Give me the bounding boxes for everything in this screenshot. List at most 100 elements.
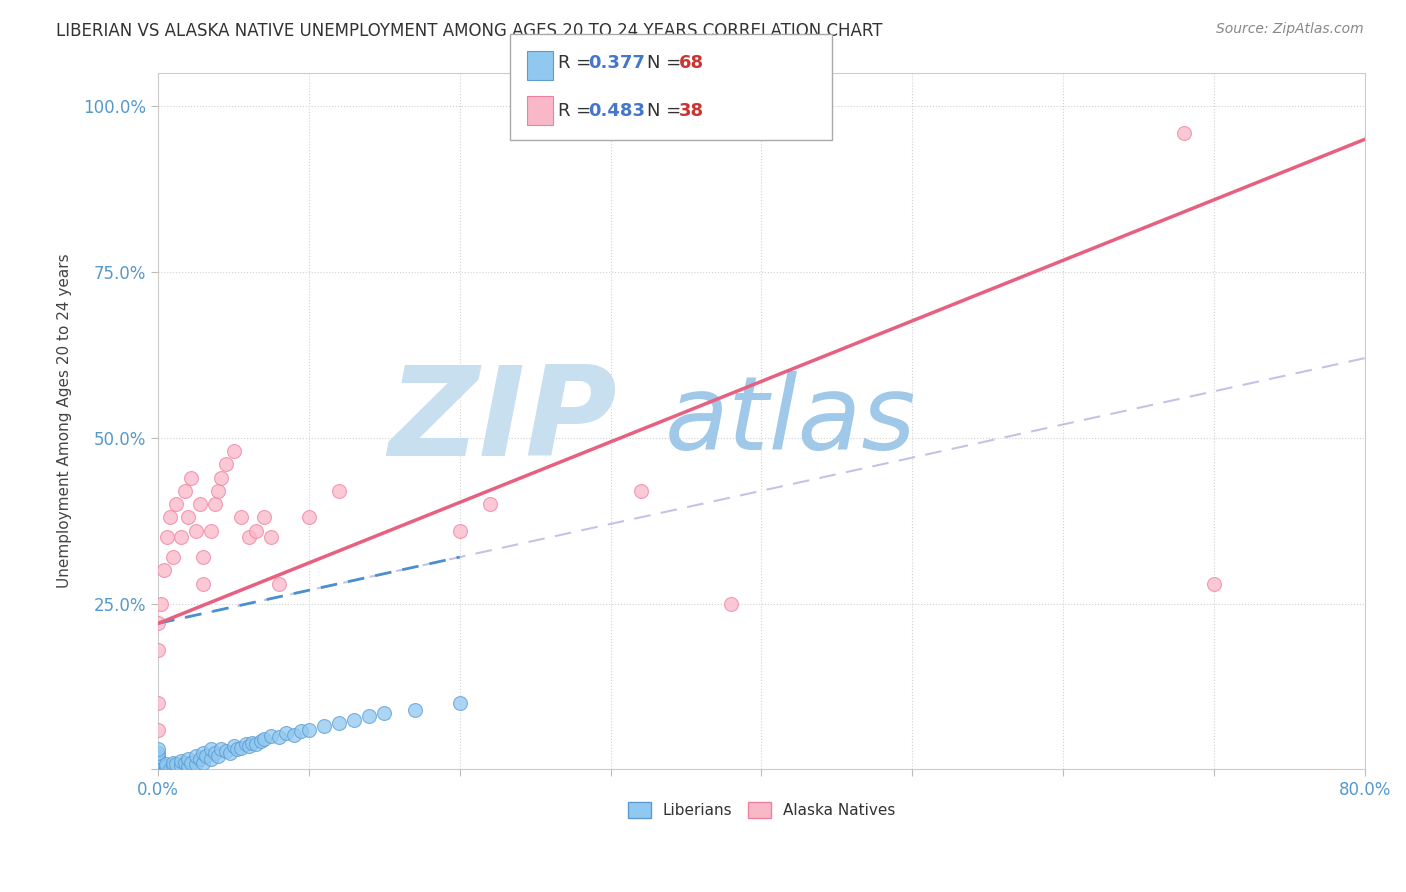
Point xyxy=(146,756,169,771)
Point xyxy=(146,762,169,776)
Point xyxy=(146,749,169,764)
Point xyxy=(146,761,169,775)
Point xyxy=(184,749,207,764)
Point xyxy=(162,550,184,565)
Point xyxy=(290,723,312,738)
Text: 38: 38 xyxy=(679,102,704,120)
Point xyxy=(177,759,200,773)
Point xyxy=(170,530,193,544)
Point xyxy=(630,483,652,498)
Point xyxy=(204,746,226,760)
Point xyxy=(328,483,350,498)
Point xyxy=(200,752,222,766)
Text: ZIP: ZIP xyxy=(388,360,617,482)
Point xyxy=(180,756,202,770)
Point xyxy=(184,756,207,771)
Point xyxy=(155,756,177,771)
Point xyxy=(146,746,169,760)
Point xyxy=(373,706,395,720)
Point xyxy=(146,762,169,776)
Point xyxy=(146,742,169,756)
Point xyxy=(200,524,222,538)
Point xyxy=(174,483,197,498)
Point xyxy=(283,728,305,742)
Point xyxy=(204,497,226,511)
Point xyxy=(195,749,218,764)
Point xyxy=(146,643,169,657)
Point xyxy=(343,713,366,727)
Text: atlas: atlas xyxy=(665,371,917,471)
Point xyxy=(245,524,267,538)
Point xyxy=(267,576,290,591)
Point xyxy=(146,762,169,776)
Point xyxy=(188,752,211,766)
Point xyxy=(720,597,742,611)
Point xyxy=(146,696,169,710)
Point xyxy=(177,510,200,524)
Y-axis label: Unemployment Among Ages 20 to 24 years: Unemployment Among Ages 20 to 24 years xyxy=(58,254,72,589)
Point xyxy=(260,729,283,743)
Text: 0.483: 0.483 xyxy=(588,102,645,120)
Point xyxy=(359,709,381,723)
Point xyxy=(174,756,197,770)
Point xyxy=(146,762,169,776)
Point xyxy=(253,510,276,524)
Point xyxy=(1202,576,1225,591)
Point xyxy=(153,563,176,577)
Point xyxy=(188,497,211,511)
Point xyxy=(449,524,471,538)
Point xyxy=(165,756,187,771)
Text: N =: N = xyxy=(647,102,686,120)
Point xyxy=(240,736,263,750)
Point xyxy=(193,550,215,565)
Point xyxy=(298,510,321,524)
Point xyxy=(146,762,169,776)
Point xyxy=(235,737,257,751)
Point xyxy=(165,497,187,511)
Text: LIBERIAN VS ALASKA NATIVE UNEMPLOYMENT AMONG AGES 20 TO 24 YEARS CORRELATION CHA: LIBERIAN VS ALASKA NATIVE UNEMPLOYMENT A… xyxy=(56,22,883,40)
Point xyxy=(146,756,169,770)
Point xyxy=(245,737,267,751)
Text: 68: 68 xyxy=(679,54,704,72)
Point xyxy=(170,759,193,773)
Point xyxy=(146,750,169,764)
Point xyxy=(146,752,169,766)
Point xyxy=(177,752,200,766)
Point xyxy=(207,749,229,764)
Point xyxy=(211,742,233,756)
Point xyxy=(146,762,169,776)
Point xyxy=(184,524,207,538)
Point xyxy=(146,762,169,776)
Point xyxy=(146,616,169,631)
Point xyxy=(253,732,276,747)
Point xyxy=(312,719,335,733)
Text: 0.377: 0.377 xyxy=(588,54,644,72)
Point xyxy=(449,696,471,710)
Text: Source: ZipAtlas.com: Source: ZipAtlas.com xyxy=(1216,22,1364,37)
Point xyxy=(159,762,181,776)
Legend: Liberians, Alaska Natives: Liberians, Alaska Natives xyxy=(621,797,901,824)
Point xyxy=(155,761,177,775)
Point xyxy=(156,530,179,544)
Point xyxy=(207,483,229,498)
Point xyxy=(238,739,260,753)
Point xyxy=(238,530,260,544)
Point xyxy=(146,760,169,774)
Text: R =: R = xyxy=(558,102,598,120)
Point xyxy=(225,742,247,756)
Point xyxy=(193,576,215,591)
Point xyxy=(200,742,222,756)
Point xyxy=(155,759,177,773)
Text: N =: N = xyxy=(647,54,686,72)
Point xyxy=(146,759,169,773)
Point xyxy=(146,755,169,769)
Point xyxy=(260,530,283,544)
Point xyxy=(146,759,169,773)
Point xyxy=(404,703,426,717)
Point xyxy=(1173,126,1195,140)
Point xyxy=(276,726,298,740)
Point xyxy=(146,762,169,776)
Point xyxy=(162,756,184,770)
Point xyxy=(162,759,184,773)
Point xyxy=(222,444,245,458)
